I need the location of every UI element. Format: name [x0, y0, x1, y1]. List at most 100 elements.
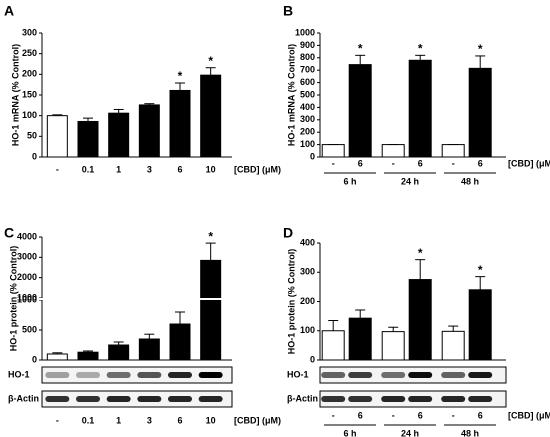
bar: [321, 330, 345, 361]
significance-mark: *: [358, 41, 363, 55]
bar: [77, 120, 99, 158]
x-tick-label: 6: [418, 158, 423, 168]
bar: [441, 144, 465, 158]
blot-band: [76, 396, 100, 402]
bar: [108, 112, 130, 158]
blot-band: [168, 396, 192, 402]
blot-band: [321, 396, 346, 402]
y-tick-label: 700: [300, 65, 315, 75]
significance-mark: *: [478, 42, 483, 56]
y-tick-label: 0: [32, 151, 37, 161]
bar: [381, 331, 405, 361]
bar: [46, 353, 68, 361]
bar: [381, 144, 405, 158]
y-tick-label: 500: [22, 324, 37, 334]
blot-band: [76, 372, 100, 378]
x-axis-label: [CBD] (μM): [234, 415, 281, 425]
x-tick-label: 1: [116, 415, 121, 425]
blot-band: [348, 372, 373, 378]
blot-label: HO-1: [287, 369, 309, 379]
y-tick-label: 500: [300, 89, 315, 99]
bar: [138, 104, 160, 158]
blot-band: [137, 396, 162, 402]
y-tick-label: 200: [300, 296, 315, 306]
y-tick-label: 300: [22, 27, 37, 37]
blot-label: β-Actin: [287, 393, 318, 403]
x-tick-label: 6: [177, 164, 182, 174]
x-tick-label: -: [392, 158, 395, 168]
panel-letter: C: [4, 225, 14, 241]
bar: [200, 74, 222, 158]
bar: [108, 344, 130, 361]
blot-band: [381, 372, 406, 378]
x-tick-label: 3: [147, 164, 152, 174]
blot-frame: [41, 390, 233, 408]
blot-band: [45, 396, 70, 402]
significance-mark: *: [478, 263, 483, 277]
blot-frame: [41, 366, 233, 384]
x-tick-label: -: [332, 410, 335, 420]
x-tick-label: 6: [478, 410, 483, 420]
axis-break: [38, 298, 234, 300]
bar: [77, 351, 99, 361]
x-tick-label: -: [56, 415, 59, 425]
y-axis-label: HO-1 mRNA (% Control): [10, 44, 20, 146]
y-tick-label: 2000: [17, 272, 37, 282]
x-axis-label: [CBD] (μM): [508, 158, 550, 168]
blot-band: [468, 396, 493, 402]
x-tick-label: 6: [478, 158, 483, 168]
bar: [408, 59, 432, 158]
blot-band: [441, 396, 466, 402]
y-tick-label: 1000: [295, 27, 315, 37]
blot-band: [106, 396, 131, 402]
blot-band: [441, 372, 466, 378]
blot-band: [198, 372, 223, 378]
y-tick-label: 400: [300, 237, 315, 247]
group-label: 48 h: [461, 176, 479, 186]
group-label: 6 h: [343, 176, 356, 186]
y-tick-label: 1000: [17, 292, 37, 302]
significance-mark: *: [208, 54, 213, 68]
x-tick-label: -: [452, 158, 455, 168]
blot-band: [408, 396, 433, 402]
significance-mark: *: [208, 229, 213, 243]
y-tick-label: 800: [300, 52, 315, 62]
bar: [200, 259, 222, 361]
y-axis-label: HO-1 protein (% Control): [286, 249, 296, 355]
y-tick-label: 100: [300, 325, 315, 335]
x-axis-label: [CBD] (μM): [234, 164, 281, 174]
x-tick-label: 1: [116, 164, 121, 174]
y-tick-label: 200: [22, 69, 37, 79]
y-tick-label: 200: [300, 127, 315, 137]
y-tick-label: 900: [300, 40, 315, 50]
x-tick-label: -: [56, 164, 59, 174]
y-axis-label: HO-1 protein (% Control): [8, 246, 18, 352]
blot-band: [321, 372, 346, 378]
y-tick-label: 0: [32, 354, 37, 364]
group-label: 48 h: [461, 428, 479, 437]
blot-label: HO-1: [8, 369, 30, 379]
y-tick-label: 600: [300, 77, 315, 87]
bar: [441, 330, 465, 361]
bar: [169, 323, 191, 361]
y-tick-label: 3000: [17, 252, 37, 262]
significance-mark: *: [178, 69, 183, 83]
x-tick-label: 6: [358, 410, 363, 420]
x-tick-label: -: [452, 410, 455, 420]
significance-mark: *: [418, 41, 423, 55]
y-tick-label: 0: [310, 151, 315, 161]
significance-mark: *: [418, 246, 423, 260]
panel-letter: D: [283, 225, 293, 241]
group-label: 24 h: [401, 428, 419, 437]
y-tick-label: 50: [27, 131, 37, 141]
y-tick-label: 1000: [17, 294, 37, 304]
x-tick-label: 3: [147, 415, 152, 425]
group-label: 24 h: [401, 176, 419, 186]
x-tick-label: 10: [206, 164, 216, 174]
y-tick-label: 0: [310, 354, 315, 364]
bar: [468, 67, 492, 158]
blot-band: [348, 396, 373, 402]
bar: [348, 64, 372, 158]
bar: [46, 115, 68, 158]
y-tick-label: 100: [22, 110, 37, 120]
